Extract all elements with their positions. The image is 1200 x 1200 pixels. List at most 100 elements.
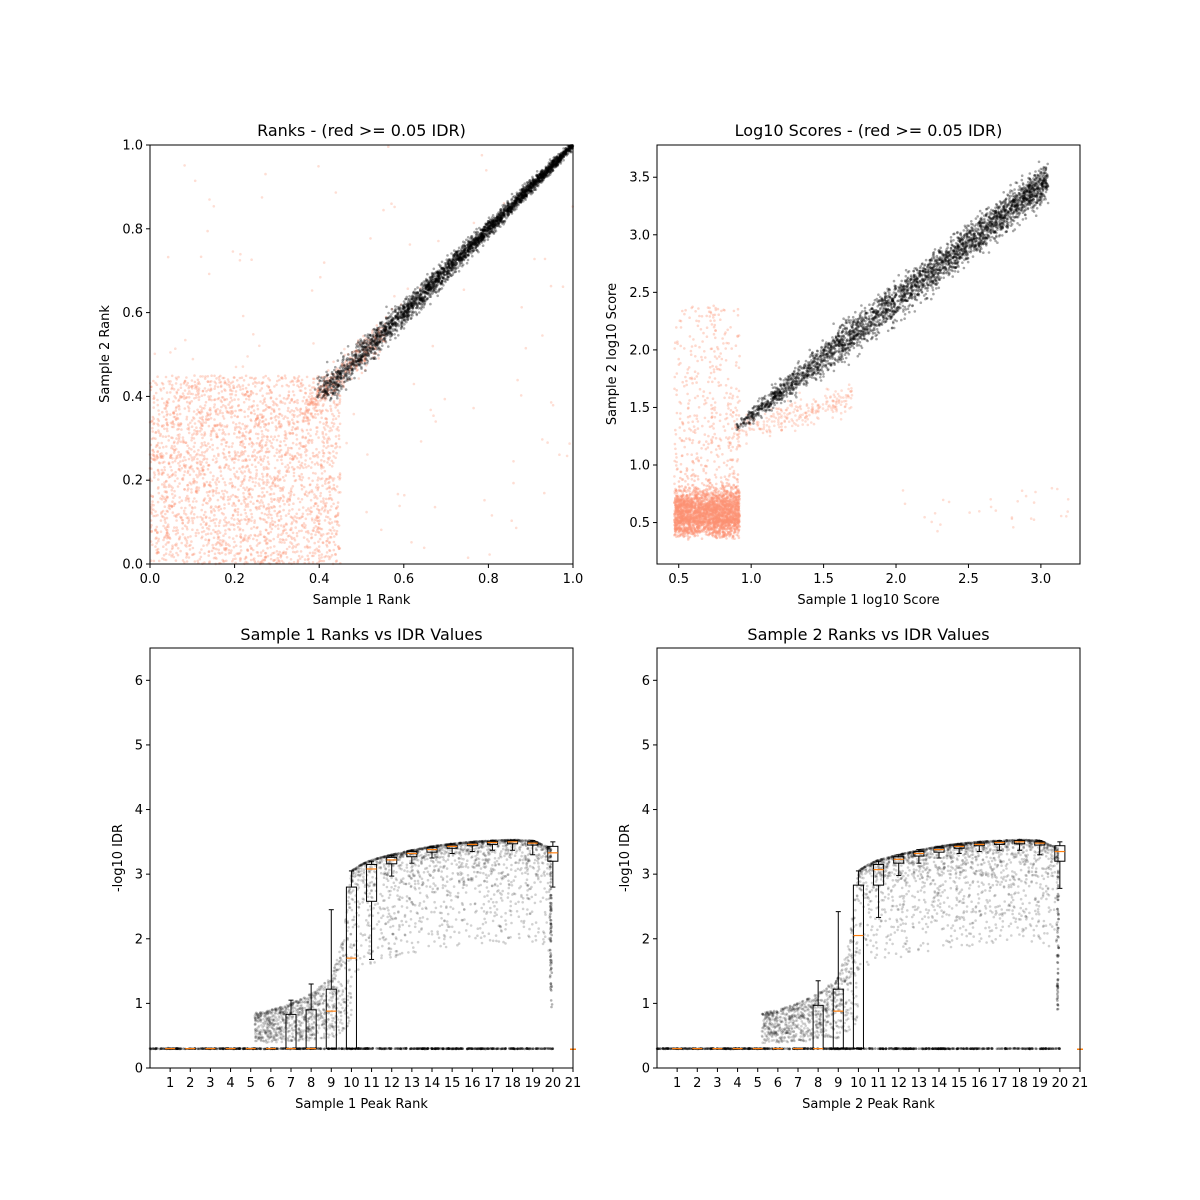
point-fail xyxy=(541,438,544,441)
point-fail xyxy=(252,538,255,541)
point-fail xyxy=(266,448,269,451)
point-fail xyxy=(171,375,174,378)
point-fail xyxy=(317,549,320,552)
point-fail xyxy=(298,460,301,463)
point-fail xyxy=(216,477,219,480)
point-fail xyxy=(232,250,235,253)
point-fail xyxy=(177,462,180,465)
point-fail xyxy=(398,505,401,508)
point-fail xyxy=(272,538,275,541)
point-fail xyxy=(302,420,305,423)
point-fail xyxy=(323,261,326,264)
point-fail xyxy=(284,374,287,377)
point-fail xyxy=(290,516,293,519)
point-fail xyxy=(168,484,171,487)
point-fail xyxy=(179,413,182,416)
point-fail xyxy=(333,541,336,544)
point-fail xyxy=(228,386,231,389)
point-fail xyxy=(171,493,174,496)
point-fail xyxy=(302,467,305,470)
point-fail xyxy=(226,398,229,401)
point-fail xyxy=(313,521,316,524)
point-fail xyxy=(290,523,293,526)
point-fail xyxy=(242,529,245,532)
point-fail xyxy=(172,400,175,403)
point-fail xyxy=(247,384,250,387)
point-fail xyxy=(257,506,260,509)
point-fail xyxy=(543,492,546,495)
point-fail xyxy=(290,558,293,561)
point-fail xyxy=(201,437,204,440)
point-pass xyxy=(347,345,350,348)
point-fail xyxy=(201,531,204,534)
point-fail xyxy=(292,380,295,383)
point-fail xyxy=(223,507,226,510)
point-fail xyxy=(273,455,276,458)
point-fail xyxy=(313,378,316,381)
point-fail xyxy=(262,549,265,552)
point-fail xyxy=(258,478,261,481)
point-fail xyxy=(175,406,178,409)
point-fail xyxy=(208,198,211,201)
point-fail xyxy=(301,488,304,491)
point-fail xyxy=(260,459,263,462)
point-fail xyxy=(267,516,270,519)
point-fail xyxy=(337,501,340,504)
point-fail xyxy=(279,440,282,443)
point-fail xyxy=(191,456,194,459)
point-fail xyxy=(210,506,213,509)
point-fail xyxy=(250,420,253,423)
point-fail xyxy=(233,541,236,544)
point-fail xyxy=(218,549,221,552)
point-fail xyxy=(281,538,284,541)
point-fail xyxy=(191,554,194,557)
point-fail xyxy=(177,424,180,427)
point-fail xyxy=(338,412,341,415)
point-fail xyxy=(156,532,159,535)
point-fail xyxy=(187,516,190,519)
point-fail xyxy=(183,488,186,491)
point-fail xyxy=(311,461,314,464)
point-fail xyxy=(239,388,242,391)
point-pass xyxy=(394,305,397,308)
point-fail xyxy=(261,430,264,433)
point-fail xyxy=(277,524,280,527)
point-fail xyxy=(284,377,287,380)
point-fail xyxy=(279,505,282,508)
point-fail xyxy=(224,553,227,556)
point-fail xyxy=(190,491,193,494)
point-pass xyxy=(320,385,323,388)
point-fail xyxy=(309,546,312,549)
point-fail xyxy=(153,397,156,400)
point-fail xyxy=(329,550,332,553)
point-fail xyxy=(233,467,236,470)
point-fail xyxy=(245,398,248,401)
point-fail xyxy=(175,519,178,522)
point-fail xyxy=(287,464,290,467)
point-fail xyxy=(338,434,341,437)
point-fail xyxy=(310,402,313,405)
point-fail xyxy=(271,528,274,531)
point-fail xyxy=(199,430,202,433)
point-fail xyxy=(302,476,305,479)
point-fail xyxy=(512,482,515,485)
point-fail xyxy=(320,556,323,559)
point-fail xyxy=(247,519,250,522)
point-fail xyxy=(222,478,225,481)
point-pass xyxy=(387,312,390,315)
point-fail xyxy=(158,560,161,563)
point-fail xyxy=(240,484,243,487)
point-fail xyxy=(213,387,216,390)
point-fail xyxy=(225,458,228,461)
point-fail xyxy=(339,395,342,398)
point-fail xyxy=(256,451,259,454)
point-fail xyxy=(206,544,209,547)
point-fail xyxy=(318,451,321,454)
point-fail xyxy=(259,518,262,521)
point-fail xyxy=(174,347,177,350)
point-fail xyxy=(299,478,302,481)
point-fail xyxy=(291,418,294,421)
point-fail xyxy=(169,351,172,354)
point-fail xyxy=(258,533,261,536)
point-fail xyxy=(328,456,331,459)
